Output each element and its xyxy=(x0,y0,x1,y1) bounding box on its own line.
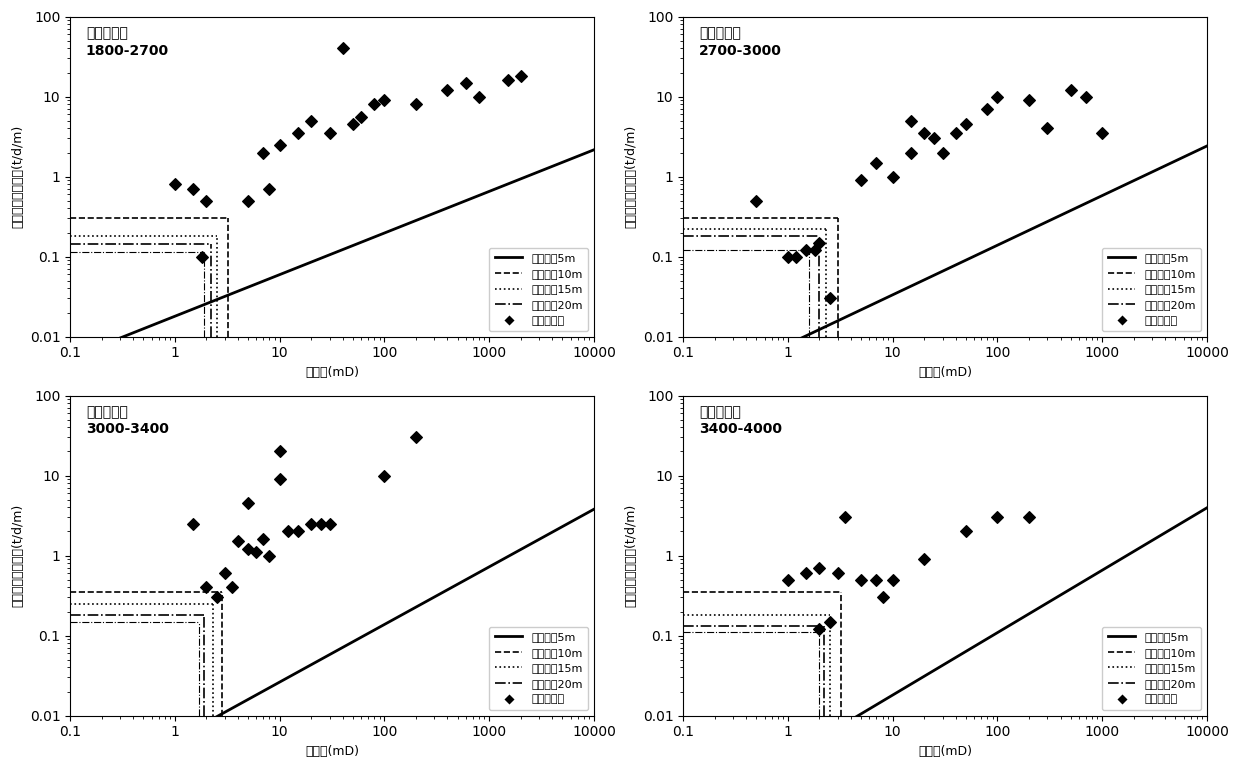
Point xyxy=(222,581,242,594)
Point xyxy=(901,115,921,127)
Point xyxy=(374,469,394,481)
Point xyxy=(746,195,766,207)
Point xyxy=(1019,94,1039,106)
Point xyxy=(288,127,308,139)
Point xyxy=(987,91,1007,103)
Point xyxy=(1060,84,1080,96)
Point xyxy=(207,591,227,604)
Point xyxy=(777,574,797,586)
Point xyxy=(511,70,531,82)
Point xyxy=(810,236,830,248)
Point xyxy=(270,473,290,485)
Point xyxy=(828,568,848,580)
Point xyxy=(311,518,331,530)
Point xyxy=(165,178,185,191)
Point xyxy=(1076,91,1096,103)
Point xyxy=(301,518,321,530)
Legend: 开发厚度5m, 开发厚度10m, 开发厚度15m, 开发厚度20m, 实测渗透率: 开发厚度5m, 开发厚度10m, 开发厚度15m, 开发厚度20m, 实测渗透率 xyxy=(1102,248,1202,331)
X-axis label: 渗透率(mD): 渗透率(mD) xyxy=(305,366,360,379)
Point xyxy=(835,511,854,524)
Point xyxy=(253,146,273,158)
Point xyxy=(343,118,363,131)
Point xyxy=(270,445,290,458)
Point xyxy=(932,146,952,158)
Point xyxy=(259,549,279,561)
Point xyxy=(456,76,476,88)
Text: 深度区间：
3000-3400: 深度区间： 3000-3400 xyxy=(86,405,169,437)
Point xyxy=(867,156,887,168)
Point xyxy=(851,574,870,586)
Point xyxy=(196,195,216,207)
Point xyxy=(469,91,489,103)
X-axis label: 渗透率(mD): 渗透率(mD) xyxy=(918,745,972,758)
Point xyxy=(873,591,893,604)
Point xyxy=(238,498,258,510)
X-axis label: 渗透率(mD): 渗透率(mD) xyxy=(918,366,972,379)
Legend: 开发厚度5m, 开发厚度10m, 开发厚度15m, 开发厚度20m, 实测渗透率: 开发厚度5m, 开发厚度10m, 开发厚度15m, 开发厚度20m, 实测渗透率 xyxy=(489,627,588,710)
Legend: 开发厚度5m, 开发厚度10m, 开发厚度15m, 开发厚度20m, 实测渗透率: 开发厚度5m, 开发厚度10m, 开发厚度15m, 开发厚度20m, 实测渗透率 xyxy=(1102,627,1202,710)
Y-axis label: 单位厚度日产液量(t/d/m): 单位厚度日产液量(t/d/m) xyxy=(11,125,24,228)
Point xyxy=(365,98,384,111)
Point xyxy=(851,174,870,186)
Point xyxy=(247,546,267,558)
Point xyxy=(883,171,903,183)
Point xyxy=(820,292,839,305)
Point xyxy=(1038,122,1058,135)
Point xyxy=(253,533,273,545)
Point xyxy=(238,195,258,207)
Point xyxy=(956,525,976,538)
Y-axis label: 单位厚度日产液量(t/d/m): 单位厚度日产液量(t/d/m) xyxy=(11,504,24,608)
Point xyxy=(901,146,921,158)
Point xyxy=(497,74,517,86)
Point xyxy=(1019,511,1039,524)
Point xyxy=(977,103,997,115)
Point xyxy=(796,568,816,580)
Point xyxy=(288,525,308,538)
Text: 深度区间：
3400-4000: 深度区间： 3400-4000 xyxy=(699,405,782,437)
Point xyxy=(405,431,425,444)
Point xyxy=(786,251,806,263)
Point xyxy=(946,127,966,139)
Text: 深度区间：
1800-2700: 深度区间： 1800-2700 xyxy=(86,26,169,58)
Point xyxy=(270,138,290,151)
Point xyxy=(867,574,887,586)
Point xyxy=(259,183,279,195)
Point xyxy=(184,518,203,530)
Text: 深度区间：
2700-3000: 深度区间： 2700-3000 xyxy=(699,26,781,58)
Point xyxy=(810,623,830,635)
Point xyxy=(196,581,216,594)
Point xyxy=(405,98,425,111)
Point xyxy=(956,118,976,131)
Point xyxy=(925,132,945,145)
Y-axis label: 单位厚度日产液量(t/d/m): 单位厚度日产液量(t/d/m) xyxy=(624,125,637,228)
Point xyxy=(820,615,839,628)
Point xyxy=(1092,127,1112,139)
Point xyxy=(238,543,258,555)
Point xyxy=(320,518,340,530)
Point xyxy=(777,251,797,263)
Point xyxy=(301,115,321,127)
Point xyxy=(810,562,830,574)
Point xyxy=(438,84,458,96)
Point xyxy=(796,245,816,257)
Point xyxy=(374,94,394,106)
Point xyxy=(192,251,212,263)
Point xyxy=(914,553,934,565)
Point xyxy=(320,127,340,139)
Point xyxy=(987,511,1007,524)
Point xyxy=(914,127,934,139)
Point xyxy=(332,42,352,55)
Point xyxy=(351,112,371,124)
Legend: 开发厚度5m, 开发厚度10m, 开发厚度15m, 开发厚度20m, 实测渗透率: 开发厚度5m, 开发厚度10m, 开发厚度15m, 开发厚度20m, 实测渗透率 xyxy=(489,248,588,331)
Point xyxy=(805,245,825,257)
Point xyxy=(184,183,203,195)
Point xyxy=(883,574,903,586)
Point xyxy=(215,568,234,580)
Point xyxy=(5,671,25,684)
Y-axis label: 单位厚度日产液量(t/d/m): 单位厚度日产液量(t/d/m) xyxy=(624,504,637,608)
Point xyxy=(228,535,248,548)
Point xyxy=(278,525,298,538)
X-axis label: 渗透率(mD): 渗透率(mD) xyxy=(305,745,360,758)
